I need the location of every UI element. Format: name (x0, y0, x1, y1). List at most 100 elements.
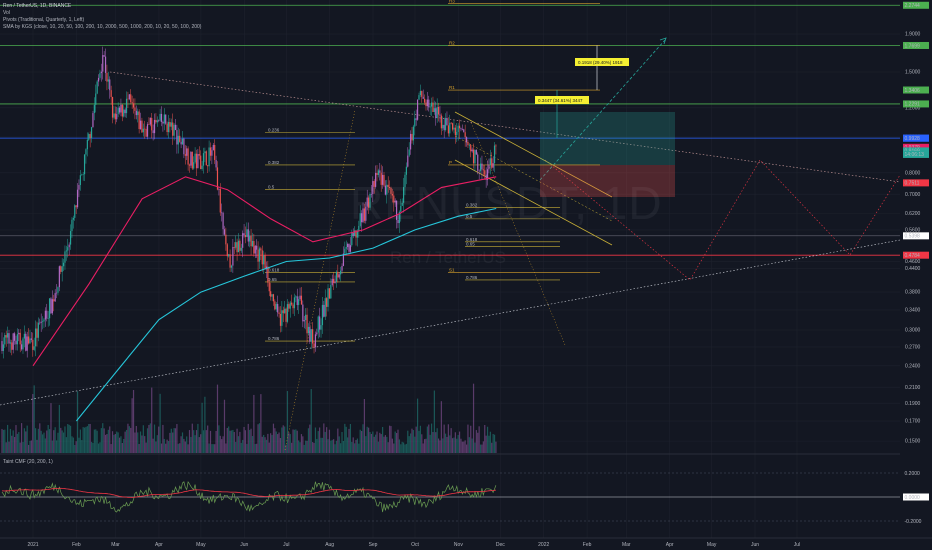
candle-body (281, 310, 283, 326)
volume-bar (271, 435, 273, 453)
candle-body (16, 334, 18, 345)
volume-bar (340, 443, 342, 453)
candle-body (279, 313, 282, 326)
candle-body (41, 321, 44, 323)
volume-bar (387, 442, 389, 453)
candle-body (96, 81, 98, 94)
candle-body (183, 138, 185, 155)
volume-bar (123, 438, 125, 453)
candle-body (132, 103, 135, 108)
candle-body (226, 244, 228, 257)
candle-body (195, 153, 198, 169)
volume-bar (153, 424, 156, 453)
volume-bar (237, 436, 240, 453)
volume-bar (436, 428, 438, 453)
volume-bar (200, 434, 202, 453)
candle-body (358, 225, 360, 231)
candle-body (4, 335, 6, 345)
volume-bar (474, 442, 476, 453)
price-label: -0.2000 (905, 519, 922, 525)
volume-bar (391, 438, 393, 453)
volume-bar (57, 432, 59, 453)
volume-bar (472, 383, 475, 453)
candle-body (146, 124, 149, 137)
volume-bar (310, 389, 312, 453)
volume-bar (477, 432, 479, 453)
candle-body (331, 278, 333, 286)
volume-bar (274, 428, 276, 453)
price-label-box (903, 232, 929, 240)
volume-bar (373, 436, 375, 453)
candle-body (8, 333, 10, 344)
volume-bar (41, 434, 44, 453)
candle-body (246, 229, 248, 238)
candle-body (153, 119, 156, 134)
volume-bar (97, 443, 100, 453)
candle-body (26, 336, 28, 351)
volume-bar (159, 393, 161, 453)
volume-bar (254, 444, 256, 453)
volume-bar (288, 432, 290, 453)
legend-sma[interactable]: SMA by KGS (close, 10, 20, 50, 100, 200,… (3, 24, 202, 30)
candle-body (110, 90, 112, 97)
volume-bar (18, 432, 20, 453)
candle-body (390, 187, 392, 194)
volume-bar (281, 427, 283, 453)
volume-bar (187, 444, 189, 453)
volume-bar (277, 434, 279, 453)
candle-body (316, 332, 318, 335)
candle-body (176, 130, 178, 145)
volume-bar (54, 427, 56, 453)
volume-bar (209, 430, 212, 453)
candle-body (6, 333, 9, 338)
candle-body (334, 281, 336, 283)
volume-bar (475, 430, 477, 453)
channel-upper (454, 111, 613, 198)
volume-bar (243, 426, 245, 453)
candle-body (228, 254, 230, 257)
candle-body (82, 174, 84, 175)
volume-bar (471, 438, 473, 453)
candle-body (22, 338, 24, 350)
arrow-head (659, 37, 667, 45)
price-label-box (903, 41, 929, 49)
volume-bar (9, 428, 11, 453)
time-tick-label: Oct (411, 542, 419, 548)
time-axis[interactable]: 2021 Feb Mar Apr May Jun Jul Aug Sep Oct Nov Dec 202… (0, 537, 932, 548)
legend-symbol[interactable]: Ren / TetherUS, 1D, BINANCE (3, 3, 72, 9)
candle-body (81, 174, 83, 176)
volume-bar (495, 441, 497, 453)
volume-bar (446, 436, 448, 453)
candle-body (440, 115, 442, 129)
candle-body (439, 114, 441, 116)
time-tick-label: Sep (369, 542, 378, 548)
volume-bar (146, 428, 149, 453)
legend-pivots[interactable]: Pivots (Traditional, Quarterly, 1, Left) (3, 17, 85, 23)
time-tick-label: Apr (666, 542, 674, 548)
time-tick-label: Jul (794, 542, 800, 548)
candle-body (75, 205, 77, 208)
legend-vol[interactable]: Vol (3, 10, 10, 16)
candle-body (173, 124, 175, 136)
candle-body (291, 302, 293, 305)
candle-body (11, 342, 13, 350)
volume-bar (207, 425, 209, 453)
cmf-legend[interactable]: Taint CMF (20, 200, 1) (3, 459, 53, 465)
candle-body (310, 329, 312, 342)
volume-bar (15, 425, 17, 453)
price-axis[interactable]: 1.90001.50001.20001.00000.80000.70000.62… (900, 0, 932, 550)
volume-bar (104, 434, 107, 453)
volume-bar (240, 442, 242, 453)
volume-bar (479, 444, 482, 453)
candle-body (333, 278, 335, 283)
volume-bar (151, 387, 153, 453)
volume-bar (148, 424, 150, 453)
candle-body (218, 188, 220, 190)
candle-body (368, 197, 370, 208)
candle-body (409, 133, 412, 150)
cmf-signal-line (2, 487, 496, 498)
volume-bar (30, 440, 32, 453)
candle-body (18, 332, 20, 335)
volume-bar (482, 441, 484, 453)
